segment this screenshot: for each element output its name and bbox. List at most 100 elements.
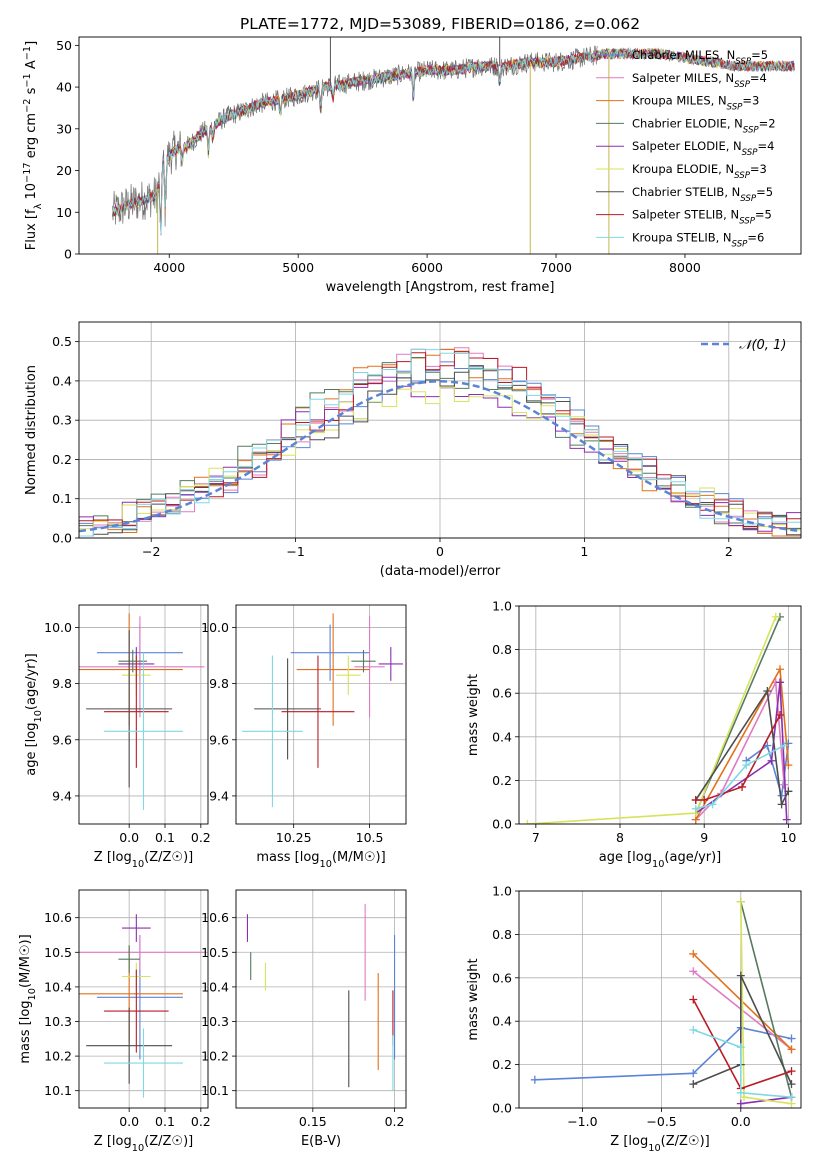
y-tick-label: 0.2 bbox=[492, 1057, 512, 1072]
label-part: (data-model)/error bbox=[380, 564, 501, 579]
label-part: 10 bbox=[132, 859, 144, 870]
weight-marker bbox=[530, 1075, 539, 1084]
y-tick-label: 10 bbox=[56, 205, 72, 220]
y-tick-label: 1.0 bbox=[492, 599, 512, 614]
x-axis-label: Z [log10(Z/Z☉)] bbox=[94, 850, 193, 870]
y-tick-label: 0.8 bbox=[492, 927, 512, 942]
x-tick-label: 0.2 bbox=[191, 830, 211, 845]
label-part: (Z/Z☉)] bbox=[144, 850, 193, 865]
weight-marker bbox=[787, 1034, 796, 1043]
legend-count: =4 bbox=[757, 139, 774, 153]
y-tick-label: 0.3 bbox=[52, 413, 72, 428]
weight-line-kroupa-stelib bbox=[695, 744, 785, 810]
label-part: Z [ bbox=[94, 850, 112, 865]
axes-frame bbox=[78, 604, 209, 825]
y-tick-label: 10.3 bbox=[44, 1014, 72, 1029]
model-spectrum-kroupa-stelib bbox=[112, 47, 795, 235]
label-part: (age/yr)] bbox=[664, 850, 721, 865]
y-axis-label: mass weight bbox=[466, 674, 481, 756]
y-tick-label: 0.4 bbox=[492, 729, 512, 744]
y-tick-label: 0.8 bbox=[492, 642, 512, 657]
x-tick-label: 0.1 bbox=[155, 830, 175, 845]
x-tick-label: 8000 bbox=[669, 260, 701, 275]
y-tick-label: 0.4 bbox=[52, 373, 72, 388]
plot-area bbox=[79, 613, 205, 810]
y-tick-label: 10.2 bbox=[201, 1049, 229, 1064]
x-tick-label: 0.2 bbox=[191, 1114, 211, 1129]
legend-text: Salpeter ELODIE, N bbox=[632, 139, 742, 153]
x-tick-label: 7 bbox=[532, 830, 540, 845]
plot-area bbox=[530, 897, 796, 1108]
legend-label: Chabrier STELIB, NSSP=5 bbox=[632, 185, 773, 204]
x-tick-label: 1 bbox=[580, 544, 588, 559]
label-part: λ bbox=[33, 203, 44, 209]
label-part: 10 bbox=[27, 988, 38, 1000]
weight-marker bbox=[775, 711, 784, 719]
legend-sub: SSP bbox=[734, 171, 751, 181]
panel-residuals: −2 −1 0 1 2 0.0 0.1 0.2 0.3 0.4 0.5 (data-model)/er… bbox=[24, 321, 802, 579]
legend-sub: SSP bbox=[727, 103, 744, 113]
label-part: 10 bbox=[132, 1143, 144, 1154]
x-axis-label: (data-model)/error bbox=[380, 564, 501, 579]
x-tick-label: 2 bbox=[725, 544, 733, 559]
weight-marker bbox=[689, 967, 698, 976]
y-tick-label: 10.1 bbox=[44, 1083, 72, 1098]
plot-area bbox=[246, 903, 396, 1091]
label-part: age [ bbox=[599, 850, 632, 865]
weight-marker bbox=[523, 820, 532, 824]
y-tick-label: 9.8 bbox=[209, 676, 229, 691]
weight-marker bbox=[689, 1069, 698, 1078]
x-tick-label: 8 bbox=[616, 830, 624, 845]
weight-marker bbox=[775, 678, 784, 687]
legend-label: Kroupa ELODIE, NSSP=3 bbox=[632, 162, 767, 181]
weight-marker bbox=[691, 796, 700, 805]
y-tick-label: 10.2 bbox=[44, 1049, 72, 1064]
legend-text: Chabrier MILES, N bbox=[632, 48, 735, 62]
y-tick-label: 0.1 bbox=[52, 491, 72, 506]
x-tick-label: 10.5 bbox=[356, 830, 384, 845]
axes-frame bbox=[235, 889, 407, 1109]
weight-marker bbox=[736, 1088, 745, 1097]
legend-sub: SSP bbox=[740, 194, 757, 204]
plot-area bbox=[79, 914, 205, 1098]
weight-marker bbox=[738, 782, 747, 791]
label-part: Flux [f bbox=[24, 209, 39, 250]
y-axis-label: Normed distribution bbox=[24, 365, 39, 495]
panel-mass-vs-EBV: 0.15 0.2 10.1 10.2 10.3 10.4 10.5 10.6 E(B-V) bbox=[201, 889, 407, 1149]
weight-marker bbox=[787, 1067, 796, 1076]
label-part: (Z/Z☉)] bbox=[144, 1134, 193, 1149]
axes-frame bbox=[235, 604, 407, 825]
y-tick-label: 30 bbox=[56, 121, 72, 136]
label-part: −1 bbox=[22, 73, 33, 87]
legend-label: Chabrier ELODIE, NSSP=2 bbox=[632, 116, 776, 135]
legend-count: =3 bbox=[750, 162, 767, 176]
x-tick-label: −1 bbox=[286, 544, 304, 559]
label-part: −1 bbox=[22, 46, 33, 60]
y-axis-label: age [log10(age/yr)] bbox=[24, 653, 44, 776]
axes-frame bbox=[78, 36, 802, 255]
y-tick-label: 0.0 bbox=[52, 531, 72, 546]
label-part: log bbox=[300, 850, 320, 865]
label-part: s bbox=[24, 87, 39, 98]
weight-marker bbox=[689, 995, 698, 1004]
histogram-kroupa-elodie bbox=[79, 386, 801, 538]
y-tick-label: 9.6 bbox=[52, 732, 72, 747]
panel-spectrum: 4000 5000 6000 7000 8000 0 10 20 30 40 50 wavelengt… bbox=[22, 36, 802, 295]
x-tick-label: 0.0 bbox=[119, 830, 139, 845]
x-tick-label: 0.0 bbox=[119, 1114, 139, 1129]
label-part: log bbox=[112, 1134, 132, 1149]
x-tick-label: 0.0 bbox=[731, 1114, 751, 1129]
weight-marker bbox=[689, 949, 698, 958]
weight-marker bbox=[736, 1099, 745, 1108]
panels: 4000 5000 6000 7000 800001020304050wavelengt… bbox=[18, 36, 802, 1154]
x-tick-label: −0.5 bbox=[646, 1114, 676, 1129]
label-part: (Z/Z☉)] bbox=[661, 1134, 710, 1149]
label-part: −2 bbox=[22, 99, 33, 113]
observed-spectrum bbox=[112, 45, 598, 227]
x-tick-label: 5000 bbox=[282, 260, 314, 275]
label-part: log bbox=[18, 1000, 33, 1020]
y-tick-label: 10.1 bbox=[201, 1083, 229, 1098]
x-tick-label: 6000 bbox=[411, 260, 443, 275]
legend-sub: SSP bbox=[734, 80, 751, 90]
